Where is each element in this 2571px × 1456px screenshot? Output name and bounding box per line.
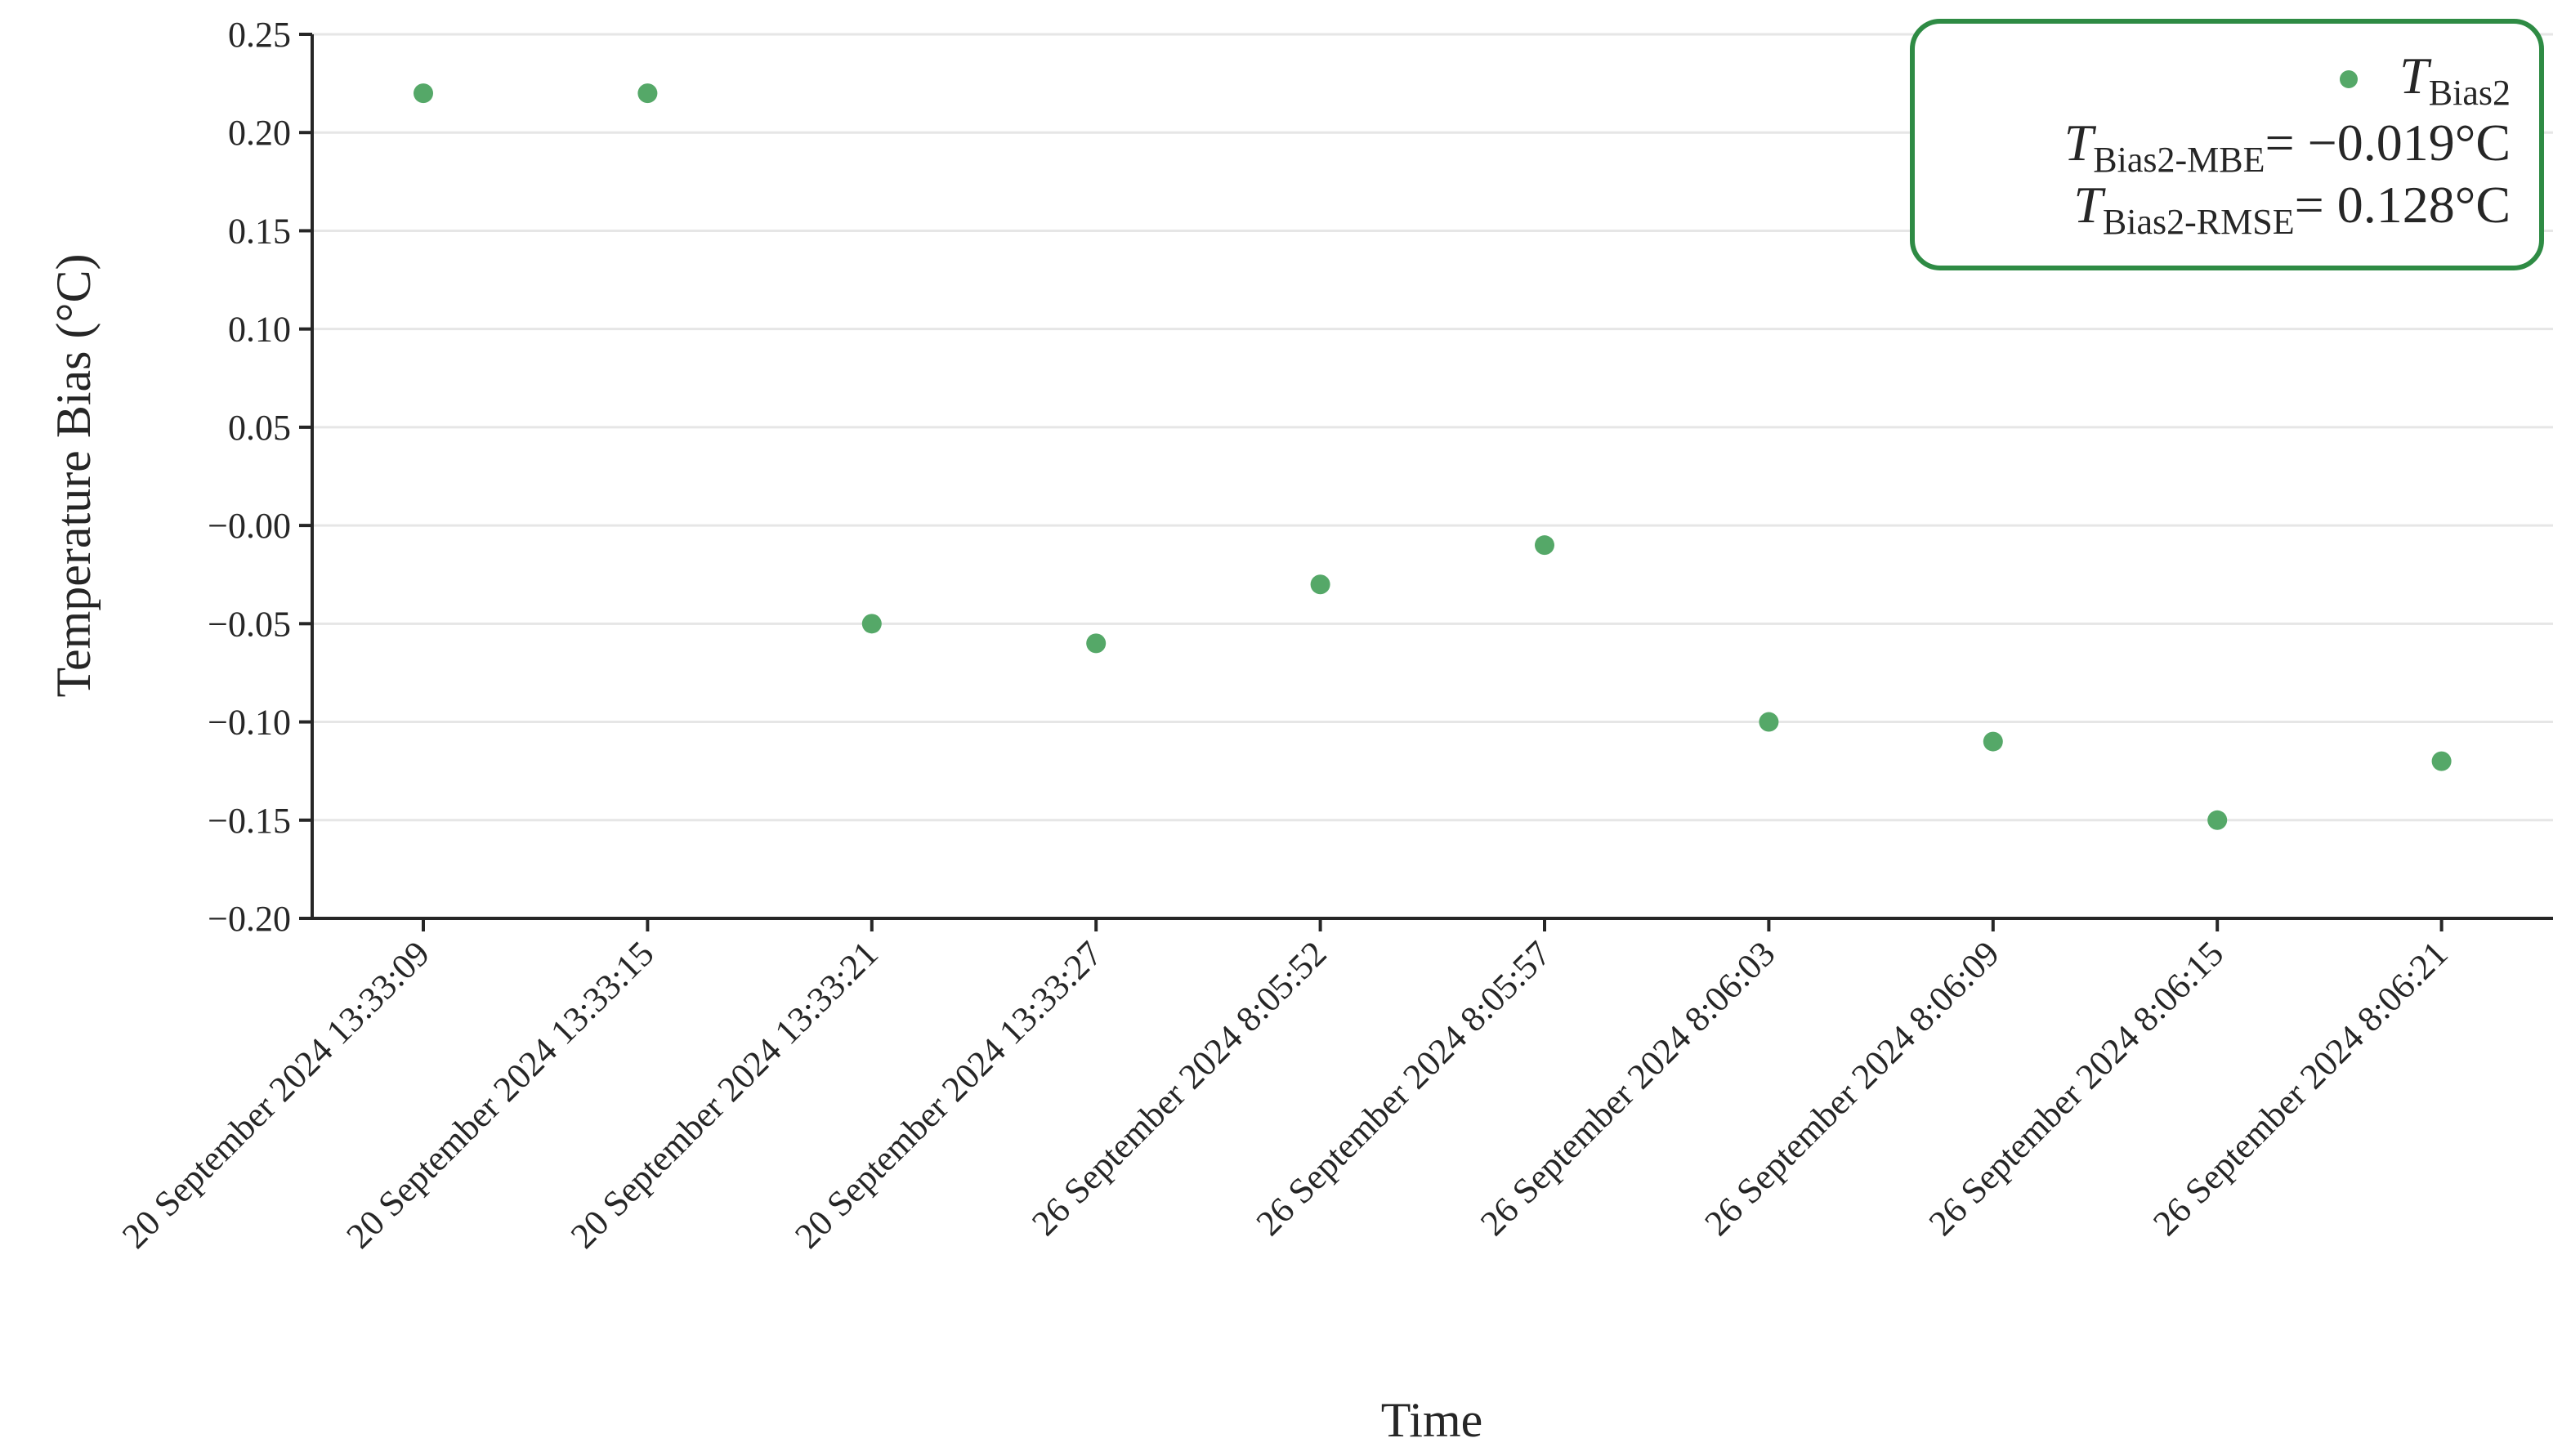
y-tick-label: −0.15: [208, 801, 291, 841]
y-tick-label: 0.25: [228, 15, 291, 55]
legend-entry-series: TBias2: [2399, 47, 2511, 113]
x-axis-title: Time: [1381, 1393, 1483, 1447]
y-tick-label: 0.20: [228, 113, 291, 153]
y-tick-label: −0.20: [208, 899, 291, 939]
y-tick-label: −0.05: [208, 604, 291, 644]
y-axis-ticks: 0.25 0.20 0.15 0.10 0.05 −0.00 −0.05 −0.10 −0.15…: [208, 15, 312, 939]
y-tick-label: −0.10: [208, 703, 291, 743]
y-tick-label: 0.15: [228, 211, 291, 251]
y-axis-title: Temperature Bias (°C): [47, 254, 101, 698]
data-point: [637, 83, 658, 104]
data-point: [414, 83, 433, 104]
data-point: [2431, 751, 2452, 771]
data-point: [1535, 535, 1554, 556]
data-point: [2207, 810, 2228, 830]
legend-entry-rmse: TBias2-RMSE= 0.128°C: [2073, 176, 2511, 242]
data-point: [1759, 712, 1779, 732]
data-point: [1983, 731, 2003, 752]
data-point: [1310, 574, 1330, 595]
legend-marker: [2340, 70, 2358, 88]
legend: TBias2 TBias2-MBE= −0.019°C TBias2-RMSE=…: [1910, 19, 2544, 270]
legend-box: [1910, 19, 2544, 270]
data-point: [861, 614, 882, 634]
y-tick-label: 0.10: [228, 310, 291, 350]
y-tick-label: 0.05: [228, 408, 291, 448]
y-tick-label: −0.00: [208, 506, 291, 546]
data-points: [414, 83, 2452, 830]
legend-entry-mbe: TBias2-MBE= −0.019°C: [2064, 114, 2511, 180]
data-point: [1086, 633, 1107, 654]
grid-lines: [312, 33, 2553, 822]
